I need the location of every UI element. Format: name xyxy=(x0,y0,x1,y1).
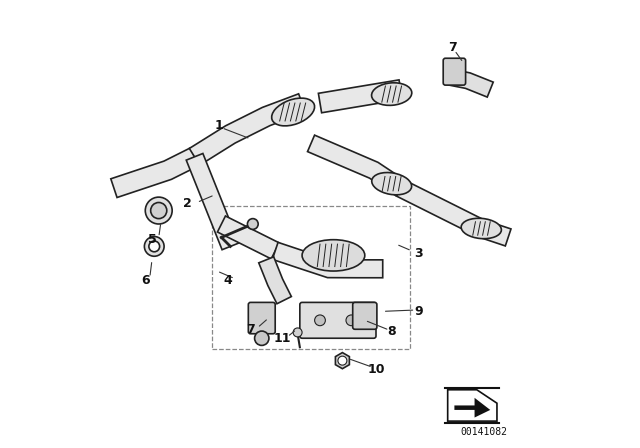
Text: 5: 5 xyxy=(148,233,156,246)
Polygon shape xyxy=(318,80,403,113)
Polygon shape xyxy=(444,68,493,97)
Ellipse shape xyxy=(302,240,365,271)
Polygon shape xyxy=(307,135,406,196)
Polygon shape xyxy=(189,94,305,165)
Circle shape xyxy=(150,202,167,219)
Text: 7: 7 xyxy=(448,40,456,54)
Ellipse shape xyxy=(271,98,315,126)
FancyBboxPatch shape xyxy=(443,58,466,85)
Text: 8: 8 xyxy=(387,325,396,338)
Polygon shape xyxy=(397,180,511,246)
Text: 4: 4 xyxy=(224,273,232,287)
Ellipse shape xyxy=(372,83,412,105)
Circle shape xyxy=(145,197,172,224)
FancyBboxPatch shape xyxy=(300,302,376,338)
Text: 7: 7 xyxy=(246,323,255,336)
Text: 1: 1 xyxy=(215,119,223,132)
Ellipse shape xyxy=(461,218,501,239)
Text: 3: 3 xyxy=(414,246,423,260)
Text: 10: 10 xyxy=(367,363,385,376)
Polygon shape xyxy=(111,148,199,198)
Circle shape xyxy=(338,356,347,365)
Circle shape xyxy=(248,219,258,229)
Circle shape xyxy=(346,315,356,326)
FancyBboxPatch shape xyxy=(353,302,377,329)
Polygon shape xyxy=(218,216,279,259)
Ellipse shape xyxy=(372,172,412,195)
Circle shape xyxy=(149,241,159,252)
Polygon shape xyxy=(259,257,291,304)
Circle shape xyxy=(293,328,302,337)
Polygon shape xyxy=(273,242,383,278)
Circle shape xyxy=(255,331,269,345)
Text: 9: 9 xyxy=(414,305,423,318)
Circle shape xyxy=(315,315,325,326)
Text: 00141082: 00141082 xyxy=(460,427,507,437)
Circle shape xyxy=(145,237,164,256)
Text: 2: 2 xyxy=(184,197,192,211)
Text: 11: 11 xyxy=(273,332,291,345)
Polygon shape xyxy=(448,390,497,421)
Polygon shape xyxy=(186,154,239,250)
Text: 6: 6 xyxy=(141,273,150,287)
FancyBboxPatch shape xyxy=(248,302,275,334)
Polygon shape xyxy=(454,398,490,418)
